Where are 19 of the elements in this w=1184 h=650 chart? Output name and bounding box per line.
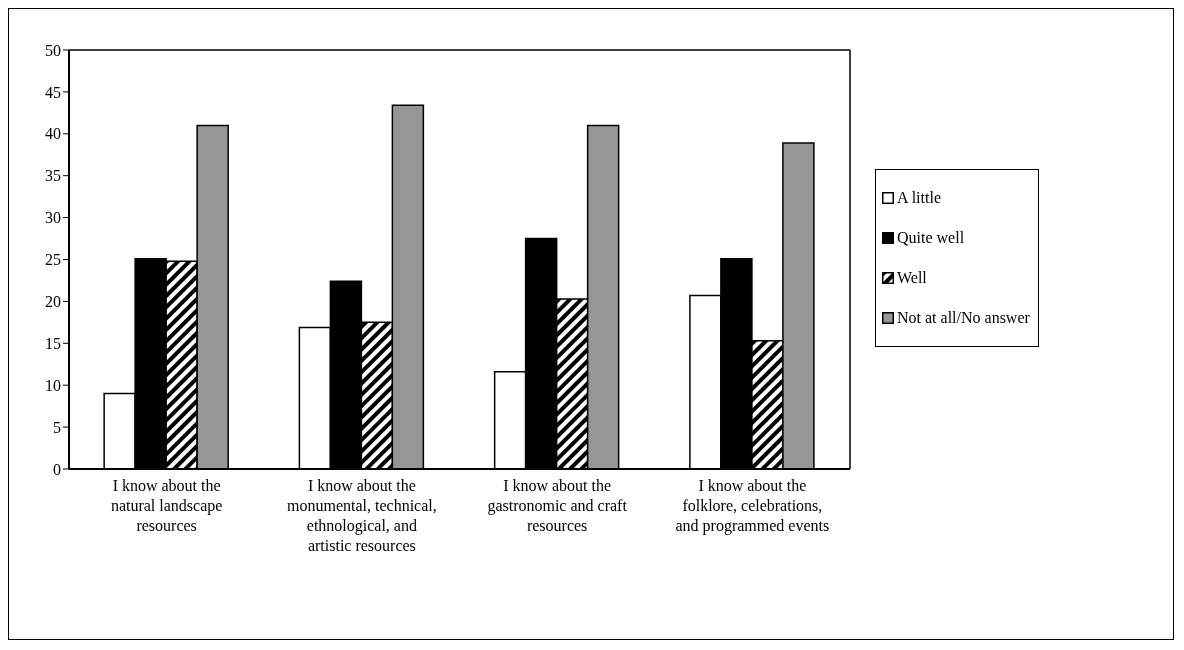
x-tick-label: I know about the folklore, celebrations, and programmed events [675,477,830,535]
y-tick-label: 30 [45,209,61,227]
y-tick-label: 10 [45,376,61,394]
legend-label: A little [897,189,941,207]
legend-label: Not at all/No answer [897,309,1030,327]
y-tick-label: 20 [45,293,61,311]
x-tick-label: I know about the gastronomic and craft resources [487,477,628,534]
x-tick-label: I know about the natural landscape resources [110,477,223,534]
y-tick-label: 0 [53,460,61,478]
y-tick-label: 35 [45,167,61,185]
y-tick-label: 25 [45,251,61,269]
x-tick-label: I know about the monumental, technical, ethnological, and artistic resources [287,477,437,554]
y-tick-label: 45 [45,83,61,101]
legend-label: Well [897,269,927,287]
y-tick-label: 40 [45,125,61,143]
y-tick-label: 15 [45,334,61,352]
legend-label: Quite well [897,229,965,247]
y-tick-label: 50 [45,41,61,59]
y-tick-label: 5 [53,418,61,436]
